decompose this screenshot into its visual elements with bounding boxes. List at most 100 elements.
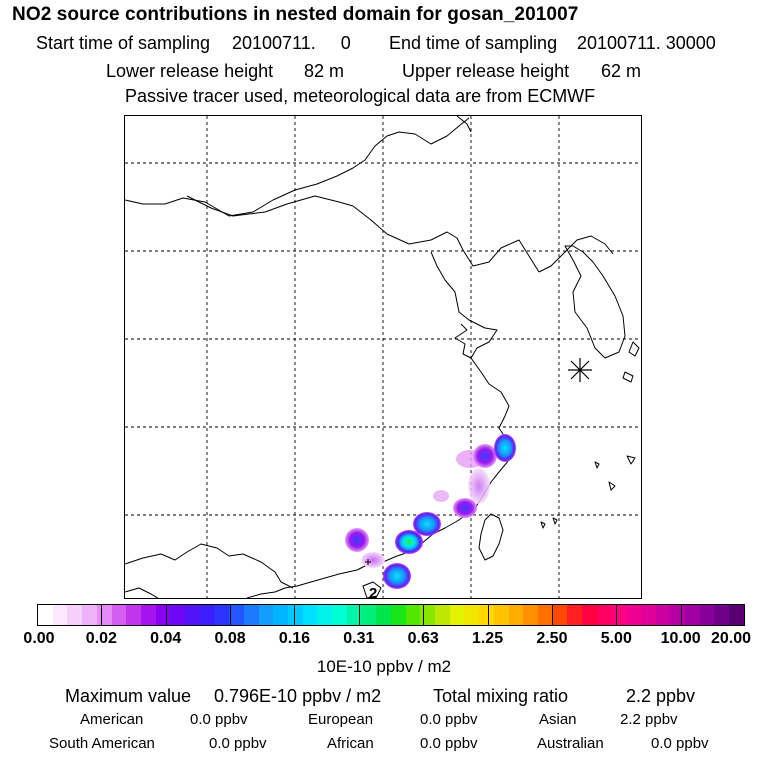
colorbar-unit: 10E-10 ppbv / m2	[316, 657, 452, 676]
region-name: American	[80, 711, 144, 728]
region-value: 0.0 ppbv	[209, 735, 267, 752]
lower-release-value: 82 m	[304, 61, 345, 81]
colorbar-cell	[332, 605, 347, 625]
colorbar-cell	[479, 605, 494, 625]
colorbar-cell	[670, 605, 685, 625]
colorbar-separator	[551, 604, 553, 626]
upper-release-value: 62 m	[601, 61, 642, 81]
region-name: African	[327, 735, 374, 752]
colorbar-separator	[487, 604, 489, 626]
coastlines	[125, 116, 640, 598]
colorbar-separator	[680, 604, 682, 626]
colorbar-separator	[358, 604, 360, 626]
map-source-label: 2	[369, 585, 377, 599]
colorbar-cell	[361, 605, 377, 625]
colorbar-cell	[273, 605, 288, 625]
colorbar-tick-label: 0.00	[23, 630, 55, 647]
colorbar-cell	[449, 605, 465, 625]
colorbar-cell	[38, 605, 53, 625]
colorbar-cell	[508, 605, 524, 625]
region-name: South American	[49, 735, 155, 752]
colorbar-cell	[111, 605, 127, 625]
end-time-label: End time of sampling	[389, 33, 558, 53]
colorbar-cell	[140, 605, 156, 625]
colorbar-cell	[596, 605, 612, 625]
colorbar-cell	[655, 605, 671, 625]
colorbar-cell	[258, 605, 274, 625]
region-value: 0.0 ppbv	[420, 711, 478, 728]
colorbar-cell	[317, 605, 333, 625]
colorbar-tick-label: 2.50	[536, 630, 568, 647]
colorbar-tick-label: 5.00	[600, 630, 632, 647]
colorbar-cell	[567, 605, 583, 625]
total-mixing-value: 2.2 ppbv	[626, 686, 696, 706]
region-name: Asian	[539, 711, 577, 728]
total-mixing-label: Total mixing ratio	[433, 686, 569, 706]
colorbar-separator	[101, 604, 103, 626]
colorbar-cell	[611, 605, 627, 625]
colorbar-cell	[199, 605, 215, 625]
map-panel: 2	[124, 115, 642, 599]
receptor-star-icon	[568, 358, 592, 382]
colorbar-separator	[616, 604, 618, 626]
colorbar-cell	[582, 605, 597, 625]
colorbar-cell	[626, 605, 641, 625]
colorbar-cell	[52, 605, 68, 625]
map-canvas: 2	[125, 116, 641, 599]
colorbar-cell	[714, 605, 730, 625]
colorbar-cell	[302, 605, 318, 625]
colorbar-cell	[214, 605, 230, 625]
colorbar-cell	[96, 605, 112, 625]
region-value: 0.0 ppbv	[420, 735, 478, 752]
colorbar-cell	[684, 605, 700, 625]
region-value: 2.2 ppbv	[620, 711, 678, 728]
colorbar-cell	[82, 605, 97, 625]
colorbar-cell	[640, 605, 656, 625]
colorbar-cell	[67, 605, 83, 625]
colorbar-cell	[523, 605, 538, 625]
colorbar-cell	[243, 605, 259, 625]
colorbar-cell	[170, 605, 186, 625]
colorbar-tick-label: 0.31	[343, 630, 375, 647]
colorbar-cell	[405, 605, 421, 625]
colorbar-tick-label: 0.63	[407, 630, 439, 647]
colorbar-cell	[185, 605, 200, 625]
colorbar-cell	[699, 605, 715, 625]
lower-release-label: Lower release height	[106, 61, 274, 81]
start-time-value: 20100711. 0	[232, 33, 351, 53]
region-name: European	[308, 711, 374, 728]
plot-title: NO2 source contributions in nested domai…	[12, 4, 579, 25]
colorbar-tick-label: 1.25	[471, 630, 504, 647]
grid-lines	[125, 116, 641, 598]
colorbar-separator	[165, 604, 167, 626]
colorbar-cell	[155, 605, 171, 625]
region-value: 0.0 ppbv	[190, 711, 248, 728]
tracer-note: Passive tracer used, meteorological data…	[125, 86, 596, 106]
region-value: 0.0 ppbv	[651, 735, 709, 752]
colorbar-cell	[126, 605, 141, 625]
colorbar-separator	[230, 604, 232, 626]
source-marker-icon	[365, 559, 371, 565]
max-value-label: Maximum value	[65, 686, 192, 706]
colorbar-cell	[552, 605, 568, 625]
colorbar-cell	[346, 605, 362, 625]
colorbar-tick-label: 20.00	[710, 630, 752, 647]
colorbar-cell	[464, 605, 480, 625]
colorbar-cell	[229, 605, 244, 625]
upper-release-label: Upper release height	[402, 61, 570, 81]
colorbar-separator	[423, 604, 425, 626]
region-name: Australian	[537, 735, 604, 752]
concentration-plume	[345, 434, 516, 589]
colorbar-tick-label: 0.02	[85, 630, 117, 647]
colorbar-cell	[376, 605, 391, 625]
colorbar-cell	[390, 605, 406, 625]
colorbar-cell	[493, 605, 509, 625]
colorbar-tick-label: 10.00	[660, 630, 701, 647]
colorbar-cell	[434, 605, 450, 625]
end-time-value: 20100711. 30000	[577, 33, 716, 53]
start-time-label: Start time of sampling	[36, 33, 211, 53]
colorbar-cell	[729, 605, 744, 625]
colorbar-separator	[294, 604, 296, 626]
colorbar-cell	[537, 605, 553, 625]
colorbar-tick-label: 0.04	[150, 630, 182, 647]
